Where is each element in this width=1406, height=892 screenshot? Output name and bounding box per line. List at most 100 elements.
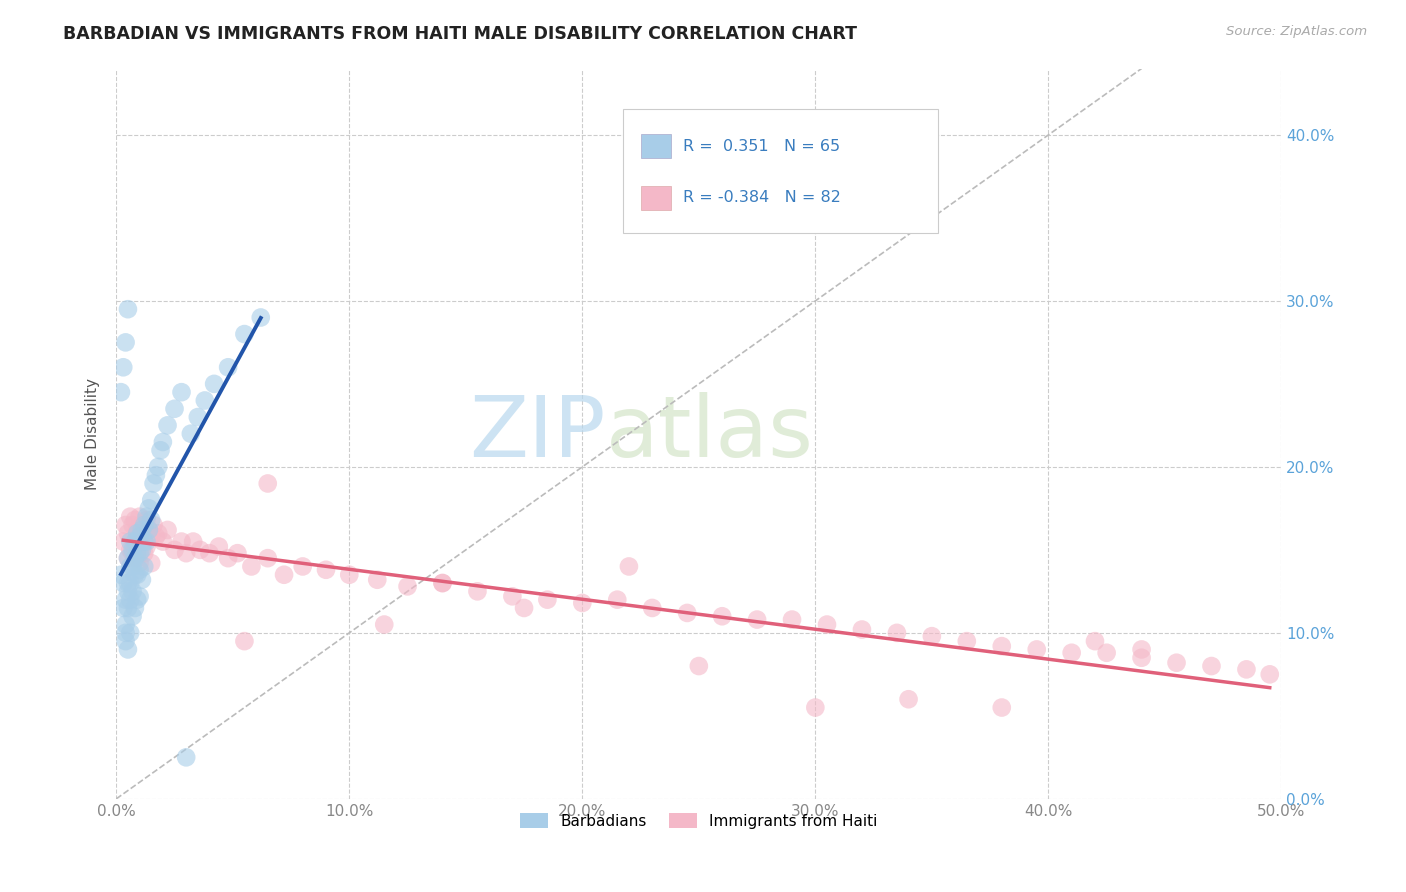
Point (432, 576, 454, 591)
Point (208, 540, 231, 554)
Point (163, 542, 186, 557)
Point (112, 601, 135, 615)
Point (226, 546, 249, 560)
Point (990, 700, 1012, 714)
Point (194, 393, 217, 408)
Point (117, 601, 139, 615)
Point (536, 592, 558, 607)
Point (127, 592, 149, 607)
Point (128, 556, 150, 570)
Point (120, 625, 142, 640)
Point (1130, 642, 1153, 657)
Point (121, 584, 143, 599)
FancyBboxPatch shape (641, 186, 671, 210)
Point (170, 534, 193, 549)
Point (135, 513, 157, 527)
Point (198, 546, 221, 560)
Point (217, 360, 239, 375)
Point (117, 551, 139, 566)
Point (127, 551, 149, 566)
Point (315, 563, 337, 577)
Point (804, 700, 827, 714)
Point (124, 540, 146, 554)
Point (501, 590, 523, 604)
Point (135, 509, 157, 524)
Text: R = -0.384   N = 82: R = -0.384 N = 82 (682, 190, 841, 205)
Point (180, 426, 202, 441)
Point (128, 546, 150, 560)
Point (1201, 659, 1223, 673)
Point (117, 576, 139, 591)
Point (956, 634, 979, 648)
Point (110, 385, 132, 400)
Point (170, 385, 193, 400)
Point (897, 692, 920, 706)
Point (121, 546, 143, 560)
Point (396, 579, 419, 593)
Point (240, 559, 263, 574)
Point (1130, 650, 1153, 665)
Point (156, 523, 179, 537)
Point (124, 567, 146, 582)
Point (1236, 662, 1258, 676)
Point (128, 530, 150, 544)
Point (114, 634, 136, 648)
Point (851, 623, 873, 637)
Point (432, 576, 454, 591)
Point (138, 523, 160, 537)
Point (131, 542, 153, 557)
Point (128, 563, 150, 577)
Point (148, 526, 170, 541)
Point (128, 590, 150, 604)
Point (120, 534, 142, 549)
Point (745, 613, 768, 627)
Point (120, 576, 142, 591)
Text: atlas: atlas (606, 392, 814, 475)
Point (124, 601, 146, 615)
Point (174, 750, 197, 764)
Point (112, 576, 135, 591)
Point (128, 509, 150, 524)
Point (138, 501, 160, 516)
Point (149, 443, 172, 458)
Point (117, 302, 139, 317)
Point (141, 493, 163, 508)
Point (117, 551, 139, 566)
Point (617, 559, 640, 574)
Point (256, 551, 278, 566)
Point (121, 559, 143, 574)
Point (641, 601, 664, 615)
Point (127, 546, 149, 560)
Point (114, 592, 136, 607)
Text: BARBADIAN VS IMMIGRANTS FROM HAITI MALE DISABILITY CORRELATION CHART: BARBADIAN VS IMMIGRANTS FROM HAITI MALE … (63, 25, 858, 43)
Point (131, 523, 153, 537)
Point (291, 559, 314, 574)
FancyBboxPatch shape (623, 109, 938, 233)
Point (114, 617, 136, 632)
Point (135, 534, 157, 549)
Point (513, 601, 536, 615)
Point (134, 534, 156, 549)
Point (606, 592, 628, 607)
Point (467, 584, 489, 599)
Point (815, 617, 838, 632)
Point (202, 376, 225, 391)
Point (120, 509, 142, 524)
Text: ZIP: ZIP (470, 392, 606, 475)
Point (1095, 646, 1118, 660)
Point (1025, 642, 1047, 657)
Point (711, 609, 734, 624)
Text: Source: ZipAtlas.com: Source: ZipAtlas.com (1226, 25, 1367, 38)
Point (337, 567, 360, 582)
Point (152, 534, 174, 549)
Point (141, 530, 163, 544)
Point (145, 530, 167, 544)
Point (124, 534, 146, 549)
Point (187, 410, 209, 425)
Point (131, 573, 153, 587)
Point (145, 468, 167, 483)
Point (1060, 646, 1083, 660)
Point (142, 476, 165, 491)
Point (233, 634, 256, 648)
Point (121, 542, 143, 557)
